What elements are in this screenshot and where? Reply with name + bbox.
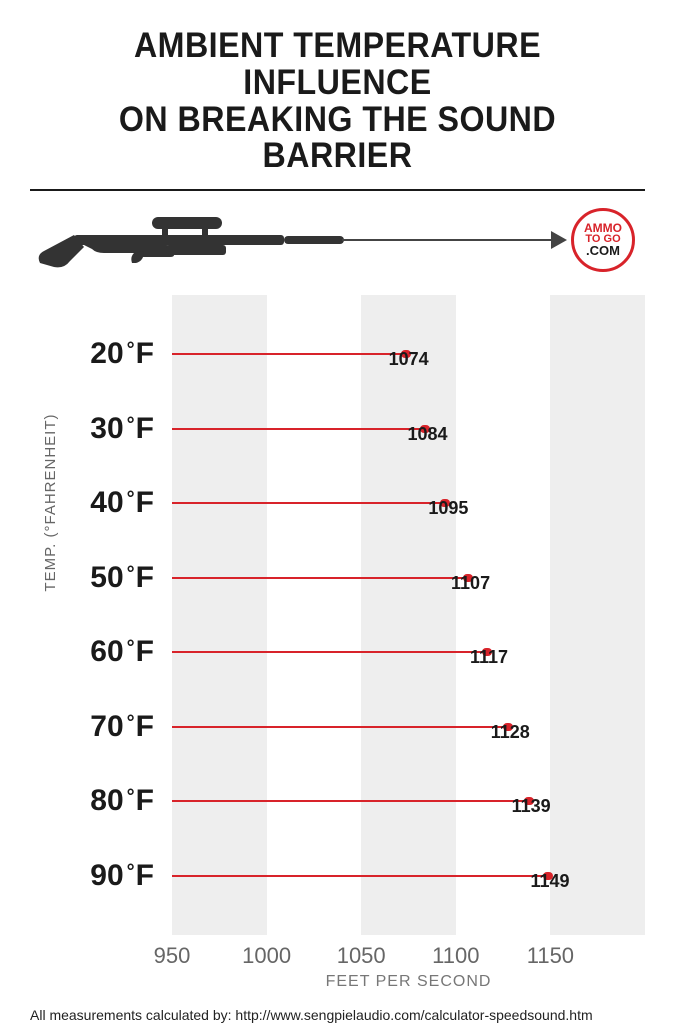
temperature-label: 30°F [90,412,172,446]
bar-row: 60°F1117 [172,628,645,676]
bar [172,726,509,728]
rifle-illustration-row: AMMO TO GO .COM [30,205,645,275]
rifle-icon [34,211,344,269]
bar-row: 20°F1074 [172,330,645,378]
value-label: 1117 [470,647,508,668]
x-tick: 1000 [242,943,291,969]
temperature-label: 80°F [90,784,172,818]
temperature-label: 40°F [90,486,172,520]
bar [172,353,407,355]
x-tick: 950 [154,943,191,969]
chart: TEMP. (°FAHRENHEIT) 20°F107430°F108440°F… [82,295,645,995]
temperature-label: 90°F [90,859,172,893]
bar-row: 80°F1139 [172,777,645,825]
bar [172,875,549,877]
logo-text-3: .COM [586,245,620,257]
value-label: 1139 [512,796,551,817]
plot-area: 20°F1074 30°F1084 40°F1095 50°F1107 60°F1117… [172,295,645,935]
ammotogo-logo: AMMO TO GO .COM [571,208,635,272]
value-label: 1107 [451,573,490,594]
title-line-1: AMBIENT TEMPERATURE INFLUENCE [55,28,621,102]
bar [172,577,469,579]
value-label: 1084 [408,424,448,445]
bar [172,651,488,653]
temperature-label: 50°F [90,561,172,595]
value-label: 1095 [428,498,468,519]
bar-row: 50°F1107 [172,554,645,602]
trajectory-line [342,239,565,241]
y-axis-label: TEMP. (°FAHRENHEIT) [42,413,59,591]
x-axis: FEET PER SECOND 9501000105011001150 [172,935,645,995]
bar-rows: 20°F1074 30°F1084 40°F1095 50°F1107 60°F1117… [172,295,645,935]
bar [172,800,530,802]
x-axis-label: FEET PER SECOND [326,973,492,991]
value-label: 1074 [389,349,429,370]
page-title: AMBIENT TEMPERATURE INFLUENCE ON BREAKIN… [55,28,621,175]
footnote: All measurements calculated by: http://w… [30,1007,645,1023]
title-line-2: ON BREAKING THE SOUND BARRIER [55,102,621,176]
x-tick: 1150 [527,943,574,969]
bar-row: 70°F1128 [172,703,645,751]
bar [172,428,426,430]
temperature-label: 70°F [90,710,172,744]
temperature-label: 60°F [90,635,172,669]
x-tick: 1100 [432,943,479,969]
bar [172,502,446,504]
bar-row: 30°F1084 [172,405,645,453]
value-label: 1128 [491,722,530,743]
x-tick: 1050 [337,943,386,969]
temperature-label: 20°F [90,337,172,371]
value-label: 1149 [531,871,570,892]
title-rule [30,189,645,191]
bar-row: 40°F1095 [172,479,645,527]
bar-row: 90°F1149 [172,852,645,900]
